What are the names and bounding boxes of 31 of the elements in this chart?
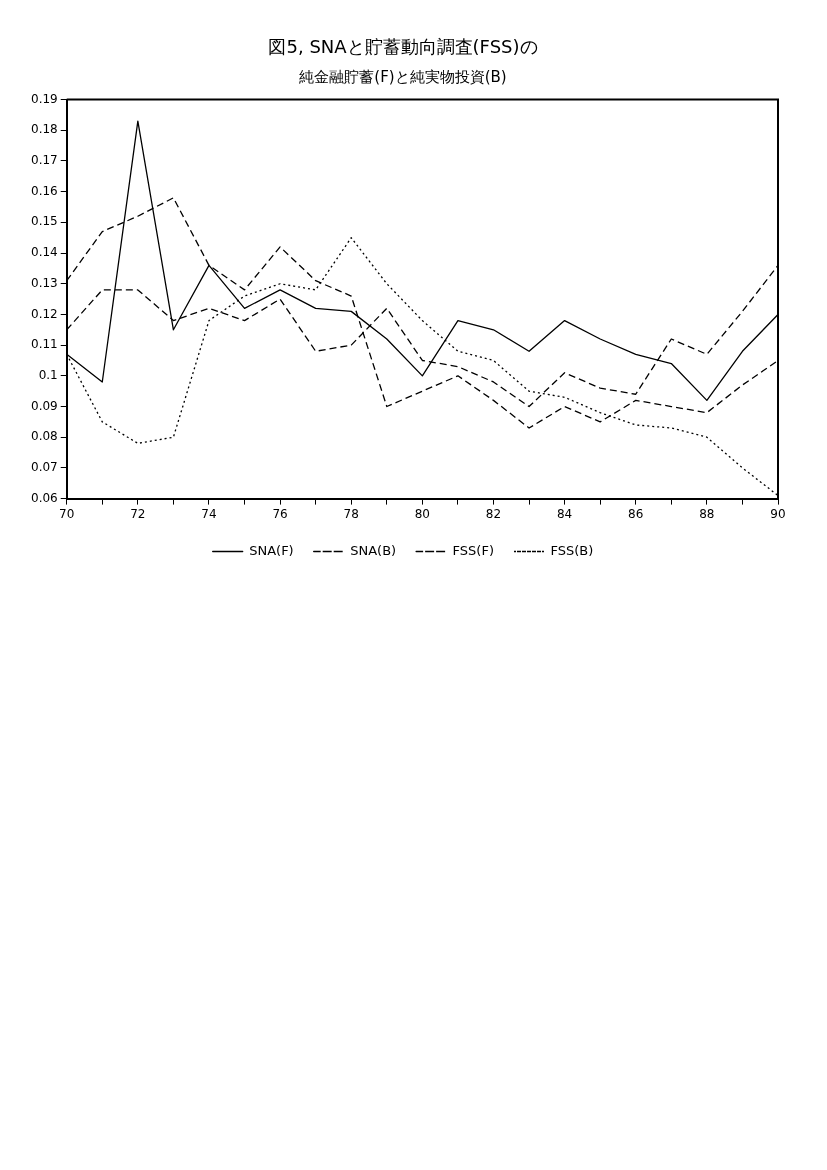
- x-tick-label: 74: [201, 506, 217, 521]
- y-tick-label: 0.09: [31, 398, 58, 413]
- x-tick-label: 88: [699, 506, 715, 521]
- x-tick-label: 76: [272, 506, 288, 521]
- chart-title: 図5, SNAと貯蓄動向調査(FSS)の: [268, 36, 538, 58]
- y-tick-label: 0.13: [31, 275, 58, 290]
- y-tick-label: 0.14: [31, 245, 58, 260]
- y-tick-label: 0.07: [31, 460, 58, 475]
- x-tick-label: 78: [343, 506, 359, 521]
- y-tick-label: 0.08: [31, 429, 58, 444]
- y-tick-label: 0.19: [31, 91, 58, 106]
- legend-label: SNA(B): [350, 542, 397, 558]
- y-tick-label: 0.17: [31, 153, 58, 168]
- x-tick-label: 72: [130, 506, 146, 521]
- legend-label: FSS(B): [550, 542, 594, 558]
- y-tick-label: 0.12: [31, 306, 58, 321]
- x-tick-label: 80: [414, 506, 430, 521]
- y-tick-label: 0.18: [31, 122, 58, 137]
- y-tick-label: 0.1: [38, 367, 58, 382]
- y-tick-label: 0.11: [31, 337, 58, 352]
- x-tick-label: 82: [485, 506, 502, 521]
- chart-subtitle: 純金融貯蓄(F)と純実物投資(B): [299, 68, 507, 87]
- legend-label: SNA(F): [249, 542, 294, 558]
- x-tick-label: 84: [556, 506, 573, 521]
- y-tick-label: 0.16: [31, 183, 58, 198]
- x-tick-label: 70: [59, 506, 75, 521]
- x-tick-label: 90: [770, 506, 786, 521]
- legend-label: FSS(F): [452, 542, 494, 558]
- x-tick-label: 86: [628, 506, 644, 521]
- y-tick-label: 0.06: [31, 490, 58, 505]
- y-tick-label: 0.15: [31, 214, 58, 229]
